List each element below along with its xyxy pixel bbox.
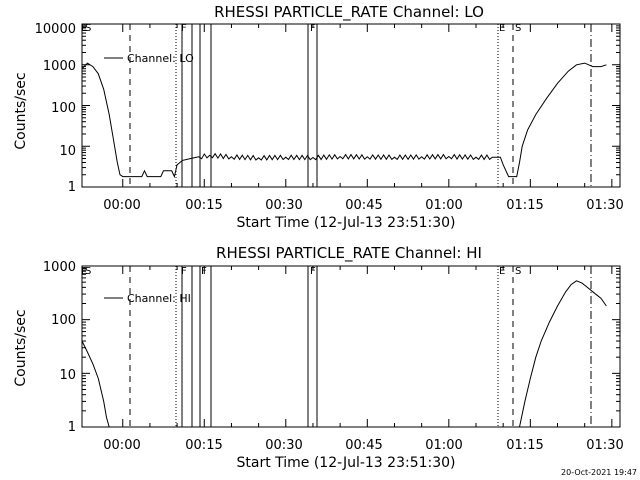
panel-lo-ytick-label: 10000 [35, 22, 76, 37]
panel-hi-event-lines [129, 266, 592, 427]
panel-hi: RHESSI PARTICLE_RATE Channel: HI Counts/… [13, 244, 624, 471]
timestamp-label: 20-Oct-2021 19:47 [561, 468, 637, 477]
panel-lo-xtick-label: 00:00 [103, 198, 140, 213]
panel-hi-marker-label: E [499, 266, 505, 277]
panel-lo: RHESSI PARTICLE_RATE Channel: LO Counts/… [13, 3, 624, 231]
panel-lo-marker-label: S [85, 23, 91, 34]
panel-lo-marker-label: F [181, 23, 187, 34]
panel-lo-plot-area [81, 23, 620, 188]
panel-hi-xtick-label: 00:15 [185, 438, 222, 453]
panel-hi-ytick-label: 1 [68, 420, 76, 435]
panel-hi-marker-label: S [515, 266, 521, 277]
panel-hi-xlabel: Start Time (12-Jul-13 23:51:30) [236, 455, 455, 471]
panel-hi-marker-label: S [85, 266, 91, 277]
panel-lo-ylabel: Counts/sec [13, 72, 29, 149]
panel-lo-marker-label: E [499, 23, 505, 34]
panel-hi-ytick-label: 1000 [43, 260, 76, 275]
panel-hi-series-line [519, 280, 607, 428]
panel-lo-ytick-label: 10 [59, 144, 76, 159]
panel-lo-xtick-label: 00:15 [185, 198, 222, 213]
panel-lo-title: RHESSI PARTICLE_RATE Channel: LO [214, 3, 484, 22]
panel-hi-ytick-label: 10 [59, 368, 76, 383]
panel-hi-marker-label: F [310, 266, 316, 277]
panel-lo-ytick-label: 100 [51, 101, 76, 116]
panel-hi-marker-label: F [181, 266, 187, 277]
panel-hi-xtick-label: 01:15 [506, 438, 543, 453]
panel-hi-title: RHESSI PARTICLE_RATE Channel: HI [216, 244, 482, 263]
panel-lo-xtick-label: 00:30 [265, 198, 302, 213]
panel-hi-series-line [81, 340, 110, 428]
panel-lo-marker-label: S [515, 23, 521, 34]
panel-hi-xtick-label: 00:00 [103, 438, 140, 453]
panel-lo-ytick-label: 1000 [43, 59, 76, 74]
panel-lo-xtick-label: 00:45 [345, 198, 382, 213]
panel-hi-frame [81, 265, 621, 428]
panel-hi-xtick-label: 01:30 [586, 438, 623, 453]
panel-lo-series-line [81, 62, 607, 179]
panel-lo-marker-label: F [310, 23, 316, 34]
panel-hi-xtick-label: 00:30 [265, 438, 302, 453]
panel-lo-xtick-label: 01:15 [506, 198, 543, 213]
panel-hi-xtick-label: 01:00 [425, 438, 462, 453]
panel-lo-event-lines [129, 24, 592, 187]
panel-lo-xtick-label: 01:00 [425, 198, 462, 213]
panel-lo-legend-label: Channel: LO [127, 52, 194, 65]
panel-lo-marker-label: E [81, 23, 87, 34]
panel-lo-xtick-label: 01:30 [586, 198, 623, 213]
panel-lo-xlabel: Start Time (12-Jul-13 23:51:30) [236, 215, 455, 231]
panel-hi-xtick-label: 00:45 [345, 438, 382, 453]
panel-hi-ylabel: Counts/sec [13, 309, 29, 386]
panel-hi-plot-area [81, 265, 620, 428]
panel-lo-frame [81, 23, 621, 188]
panel-hi-ytick-label: 100 [51, 313, 76, 328]
panel-lo-ytick-label: 1 [68, 180, 76, 195]
panel-hi-legend-label: Channel: HI [127, 292, 191, 305]
